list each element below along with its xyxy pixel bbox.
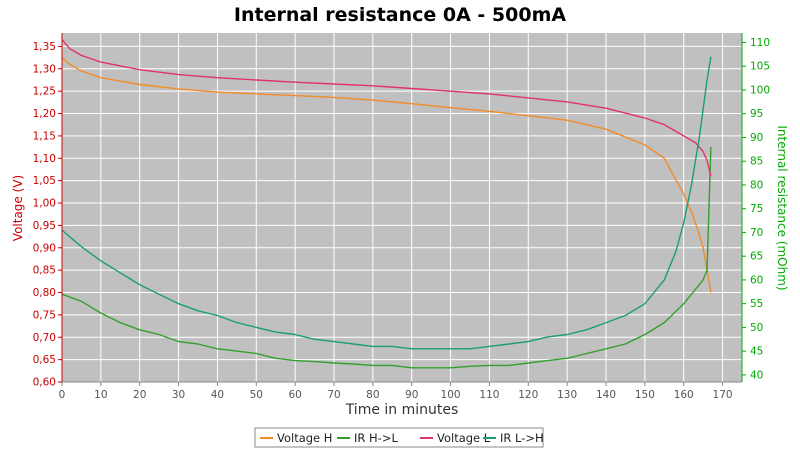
x-tick-label: 10 — [94, 389, 107, 401]
y-right-tick-label: 100 — [750, 84, 770, 96]
series-line-ir-l-h — [61, 56, 712, 350]
series-line-ir-h-l — [61, 146, 712, 369]
y-left-tick-label: 1,35 — [33, 41, 56, 53]
legend-label: IR L->H — [500, 431, 544, 445]
x-tick-label: 40 — [211, 389, 224, 401]
x-tick-label: 170 — [713, 389, 733, 401]
y-axis-left-label: Voltage (V) — [11, 175, 25, 241]
x-tick-label: 70 — [327, 389, 340, 401]
y-left-tick-label: 0,85 — [33, 265, 56, 277]
y-right-tick-label: 70 — [750, 227, 763, 239]
series-layer — [61, 39, 712, 369]
y-left-tick-label: 0,90 — [33, 242, 56, 254]
y-right-tick-label: 45 — [750, 346, 763, 358]
y-left-tick-label: 0,70 — [33, 332, 56, 344]
y-left-tick-label: 1,00 — [33, 198, 56, 210]
y-left-tick-label: 0,95 — [33, 220, 56, 232]
y-axis-right-label: Internal resistance (mOhm) — [775, 125, 789, 290]
y-right-tick-label: 95 — [750, 108, 763, 120]
x-tick-label: 50 — [250, 389, 263, 401]
y-left-tick-label: 1,10 — [33, 153, 56, 165]
tick-layer: 0 10 20 30 40 50 60 70 80 90 100 110 120 130 140 150 160… — [33, 37, 770, 401]
y-left-tick-label: 1,15 — [33, 130, 56, 142]
y-right-tick-label: 105 — [750, 61, 770, 73]
y-left-tick-label: 1,30 — [33, 63, 56, 75]
legend-label: IR H->L — [354, 431, 398, 445]
y-left-tick-label: 1,20 — [33, 108, 56, 120]
x-tick-label: 120 — [518, 389, 538, 401]
y-right-tick-label: 60 — [750, 274, 763, 286]
y-right-tick-label: 55 — [750, 298, 763, 310]
x-tick-label: 90 — [405, 389, 418, 401]
x-tick-label: 110 — [479, 389, 499, 401]
chart-title: Internal resistance 0A - 500mA — [234, 4, 566, 26]
y-right-tick-label: 65 — [750, 251, 763, 263]
x-tick-label: 160 — [674, 389, 694, 401]
y-left-tick-label: 0,60 — [33, 377, 56, 389]
legend-box — [254, 427, 544, 448]
y-right-tick-label: 40 — [750, 369, 763, 381]
y-left-tick-label: 1,25 — [33, 86, 56, 98]
x-tick-label: 20 — [133, 389, 146, 401]
y-left-tick-label: 0,65 — [33, 354, 56, 366]
legend: Voltage H IR H->L Voltage L IR L->H — [254, 427, 544, 448]
x-tick-label: 60 — [288, 389, 301, 401]
x-tick-label: 80 — [366, 389, 379, 401]
y-right-tick-label: 90 — [750, 132, 763, 144]
x-tick-label: 0 — [59, 389, 66, 401]
y-left-tick-label: 1,05 — [33, 175, 56, 187]
y-right-tick-label: 50 — [750, 322, 763, 334]
legend-label: Voltage L — [437, 431, 491, 445]
grid-layer — [61, 33, 742, 383]
legend-label: Voltage H — [277, 431, 332, 445]
y-right-tick-label: 75 — [750, 203, 763, 215]
y-left-tick-label: 0,80 — [33, 287, 56, 299]
x-tick-label: 140 — [596, 389, 616, 401]
x-tick-label: 130 — [557, 389, 577, 401]
y-right-tick-label: 80 — [750, 179, 763, 191]
plot-area — [62, 33, 742, 382]
x-tick-label: 30 — [172, 389, 185, 401]
series-line-voltage-l — [61, 39, 712, 177]
legend-items: Voltage H IR H->L Voltage L IR L->H — [260, 431, 544, 445]
x-tick-label: 150 — [635, 389, 655, 401]
y-right-tick-label: 85 — [750, 156, 763, 168]
y-left-tick-label: 0,75 — [33, 309, 56, 321]
series-line-voltage-h — [61, 57, 712, 293]
x-axis-label: Time in minutes — [345, 402, 459, 418]
y-right-tick-label: 110 — [750, 37, 770, 49]
x-tick-label: 100 — [441, 389, 461, 401]
